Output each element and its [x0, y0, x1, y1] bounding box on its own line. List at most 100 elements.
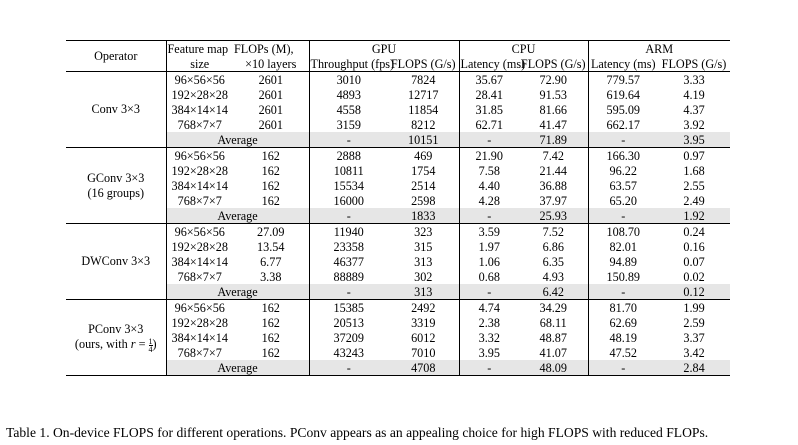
table-cell: 3319	[411, 315, 436, 330]
table-row: 384×14×14 6.77 46377 313 1.06 6.35 94.89 0.07	[66, 254, 730, 269]
table-cell: 11940	[308, 223, 388, 239]
table-cell: 3.42	[683, 345, 705, 360]
table-cell: 68.11	[539, 315, 567, 330]
table-row: PConv 3×3 (ours, with r = 1 4) 96×56×56 162 1…	[66, 299, 731, 353]
table-cell: 2888	[308, 147, 388, 163]
table-cell: 88889	[308, 269, 388, 284]
table-cell: 94.89	[587, 254, 659, 269]
average-row: Average -313-6.42-0.12	[66, 284, 731, 300]
average-cell: 3.95	[658, 132, 731, 148]
table-cell: 3.38	[260, 269, 282, 284]
average-row: Average -4708-48.09-2.84	[66, 360, 731, 376]
table-cell: 3159	[308, 117, 388, 132]
table-cell: 62.69	[587, 315, 659, 330]
table-cell: 4.74	[458, 299, 520, 315]
average-cell: -	[458, 284, 520, 300]
operator-name: DWConv 3×3	[81, 254, 151, 268]
table-cell: 384×14×14	[165, 330, 233, 345]
table-cell: 3.33	[683, 72, 705, 87]
average-label: Average	[165, 360, 309, 376]
average-cell: -	[308, 208, 388, 224]
average-cell: 10151	[388, 132, 460, 148]
table-row: 384×14×14 2601 4558 11854 31.85 81.66 595.09 4.…	[66, 102, 730, 117]
table-cell: 1.97	[458, 239, 520, 254]
operator-cell: PConv 3×3 (ours, with r = 1 4)	[66, 300, 166, 376]
header-flops: FLOPs (M),	[234, 41, 294, 56]
header-operator: Operator	[94, 49, 138, 63]
table-cell: 150.89	[587, 269, 659, 284]
table-cell: 96×56×56	[165, 71, 233, 87]
table-cell: 47.52	[587, 345, 659, 360]
header-arm-flops: FLOPS (G/s)	[661, 56, 727, 71]
average-row: Average -1833-25.93-1.92	[66, 208, 731, 224]
table-cell: 62.71	[458, 117, 520, 132]
header-arm: ARM	[587, 40, 731, 56]
table-cell: 37.97	[539, 193, 567, 208]
table-cell: 7824	[411, 72, 436, 87]
table-cell: 3.37	[683, 330, 705, 345]
average-cell: -	[308, 132, 388, 148]
table-cell: 595.09	[587, 102, 659, 117]
table-cell: 768×7×7	[165, 345, 233, 360]
table-cell: 1.06	[458, 254, 520, 269]
table-cell: 13.54	[257, 239, 285, 254]
table-caption: Table 1. On-device FLOPS for different o…	[6, 425, 709, 440]
table-cell: 162	[261, 300, 280, 315]
average-cell: -	[587, 208, 659, 224]
table-cell: 2598	[411, 193, 436, 208]
table-cell: 0.02	[683, 269, 705, 284]
average-label: Average	[165, 284, 309, 300]
header-cpu: CPU	[458, 40, 589, 56]
operator-cell: DWConv 3×3	[66, 224, 166, 300]
table-cell: 6.86	[542, 239, 564, 254]
table-row: 384×14×14 162 15534 2514 4.40 36.88 63.57 2.55	[66, 178, 730, 193]
ratio-symbol: r	[130, 337, 136, 352]
table-cell: 41.07	[539, 345, 567, 360]
table-cell: 313	[414, 254, 433, 269]
table-cell: 21.44	[539, 163, 567, 178]
table-cell: 384×14×14	[165, 178, 233, 193]
table-cell: 768×7×7	[165, 269, 233, 284]
table-cell: 2514	[411, 178, 436, 193]
table-cell: 28.41	[458, 87, 520, 102]
operator-name: GConv 3×3	[87, 170, 145, 185]
table-cell: 16000	[308, 193, 388, 208]
table-cell: 81.66	[539, 102, 567, 117]
table-cell: 41.47	[539, 117, 567, 132]
table-cell: 48.19	[587, 330, 659, 345]
table-cell: 7010	[411, 345, 436, 360]
table-cell: 384×14×14	[165, 254, 233, 269]
average-cell: 1833	[388, 208, 460, 224]
table-cell: 0.07	[683, 254, 705, 269]
table-cell: 96×56×56	[165, 223, 233, 239]
average-cell: -	[587, 360, 659, 376]
equals-sign: =	[135, 337, 149, 352]
table-cell: 43243	[308, 345, 388, 360]
header-layers: ×10 layers	[245, 56, 297, 71]
table-cell: 6.77	[260, 254, 282, 269]
table-cell: 3.92	[683, 117, 705, 132]
average-label: Average	[165, 208, 309, 224]
table-cell: 4.37	[683, 102, 705, 117]
table-cell: 768×7×7	[165, 193, 233, 208]
table-cell: 192×28×28	[165, 239, 233, 254]
table-cell: 20513	[308, 315, 388, 330]
table-cell: 34.29	[539, 300, 567, 315]
average-row: Average -10151-71.89-3.95	[66, 132, 731, 148]
table-cell: 779.57	[587, 71, 659, 87]
average-cell: 1.92	[658, 208, 731, 224]
table-cell: 3.32	[458, 330, 520, 345]
flops-table: Operator Feature map FLOPs (M), GPU CPU …	[66, 40, 731, 376]
average-cell: 313	[388, 284, 460, 300]
table-cell: 12717	[408, 87, 439, 102]
table-cell: 36.88	[539, 178, 567, 193]
table-row: 384×14×14 162 37209 6012 3.32 48.87 48.19 3.37	[66, 330, 730, 345]
table-cell: 1.99	[683, 300, 705, 315]
fraction-denominator: 4	[148, 344, 153, 354]
table-cell: 3.59	[458, 223, 520, 239]
table-cell: 46377	[308, 254, 388, 269]
table-cell: 2601	[258, 102, 283, 117]
table-row: 192×28×28 162 10811 1754 7.58 21.44 96.22 1.68	[66, 163, 730, 178]
table-cell: 72.90	[539, 72, 567, 87]
